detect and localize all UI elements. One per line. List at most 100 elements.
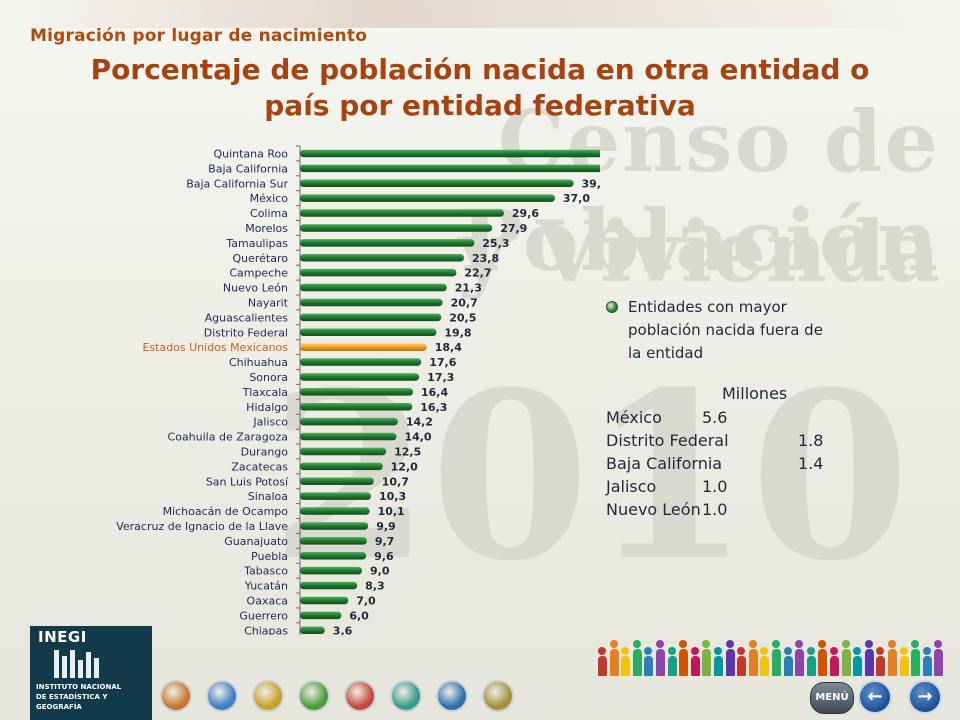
person-figure-icon (818, 640, 828, 676)
category-label: Campeche (229, 267, 288, 280)
category-label: Estados Unidos Mexicanos (142, 341, 288, 354)
person-figure-icon (632, 640, 642, 676)
value-label: 9,7 (375, 535, 395, 548)
people-decoration (598, 634, 948, 676)
menu-button[interactable]: MENÚ (810, 682, 854, 714)
category-label: Distrito Federal (204, 326, 288, 339)
person-figure-icon (911, 640, 921, 676)
bar (300, 626, 325, 634)
entity-value: 1.0 (702, 477, 728, 496)
bar (300, 239, 475, 247)
category-label: Quintana Roo (213, 147, 288, 160)
category-label: Zacatecas (231, 460, 288, 473)
value-label: 12,5 (394, 445, 421, 458)
value-label: 22,7 (464, 267, 491, 280)
migration-icon[interactable] (436, 680, 468, 712)
category-label: Sinaloa (248, 490, 288, 503)
value-label: 16,3 (420, 401, 447, 414)
person-figure-icon (830, 647, 839, 676)
value-label: 12,0 (391, 460, 418, 473)
institute-line1: INSTITUTO NACIONAL (36, 683, 122, 691)
value-label: 10,1 (378, 505, 405, 518)
entity-name: Baja California (606, 454, 723, 473)
category-label: Nayarit (248, 296, 289, 309)
person-figure-icon (714, 647, 723, 676)
bar (300, 552, 367, 560)
person-figure-icon (934, 640, 944, 676)
person-figure-icon (772, 640, 781, 676)
education-icon[interactable] (206, 680, 238, 712)
value-label: 39,7 (581, 177, 600, 190)
person-figure-icon (864, 640, 874, 676)
entity-value: 1.0 (702, 500, 728, 519)
value-label: 10,3 (379, 490, 406, 503)
value-label: 20,7 (451, 296, 478, 309)
value-label: 25,3 (482, 237, 509, 250)
bar (300, 537, 367, 545)
value-label: 10,7 (382, 475, 409, 488)
person-figure-icon (702, 640, 712, 676)
person-figure-icon (667, 647, 677, 676)
prev-arrow-icon[interactable]: ← (858, 680, 892, 714)
entity-value: 1.8 (798, 431, 824, 450)
category-label: Michoacán de Ocampo (163, 505, 289, 518)
category-label: Morelos (245, 222, 288, 235)
category-label: Chiapas (244, 624, 288, 635)
value-label: 9,6 (374, 550, 394, 563)
person-figure-icon (598, 647, 607, 676)
person-figure-icon (609, 640, 619, 676)
bar (300, 268, 457, 277)
entity-value: 1.4 (798, 454, 824, 473)
bullet-icon (606, 301, 618, 313)
category-label: Colima (250, 207, 288, 220)
households-icon[interactable] (390, 680, 422, 712)
maps-icon[interactable] (482, 680, 514, 712)
navigation-bar: MENÚ ← → (160, 676, 950, 720)
category-label: Yucatán (244, 580, 288, 593)
bar (300, 492, 371, 500)
person-figure-icon (644, 647, 654, 676)
category-label: México (250, 192, 289, 205)
next-arrow-icon[interactable]: → (908, 680, 942, 714)
entity-name: Jalisco (606, 477, 657, 496)
institute-name: INSTITUTO NACIONAL DE ESTADÍSTICA Y GEOG… (36, 682, 152, 712)
bar (300, 209, 504, 217)
bar (300, 522, 369, 530)
section-label: Migración por lugar de nacimiento (30, 26, 368, 46)
bar (300, 417, 398, 426)
value-label: 27,9 (500, 222, 527, 235)
value-label: 7,0 (356, 594, 376, 607)
category-label: Veracruz de Ignacio de la Llave (116, 520, 288, 533)
person-figure-icon (690, 647, 700, 676)
category-label: Jalisco (252, 416, 288, 429)
page-title: Porcentaje de población nacida en otra e… (90, 53, 870, 122)
person-figure-icon (725, 640, 735, 676)
economy-icon[interactable] (252, 680, 284, 712)
bar (300, 179, 574, 187)
health-icon[interactable] (298, 680, 330, 712)
inegi-logo[interactable]: INEGI INSTITUTO NACIONAL DE ESTADÍSTICA … (30, 626, 152, 720)
value-label: 17,3 (427, 371, 454, 384)
person-figure-icon (841, 640, 851, 676)
category-label: Sonora (249, 371, 288, 384)
bar (300, 596, 349, 605)
person-figure-icon (783, 647, 793, 676)
value-label: 16,4 (421, 386, 448, 399)
note-text: Entidades con mayor población nacida fue… (628, 298, 823, 362)
bar-chart: Quintana Roo54,0Baja California45,1Baja … (116, 145, 600, 635)
value-label: 21,3 (455, 282, 482, 295)
category-label: Oaxaca (247, 594, 288, 607)
housing-icon[interactable] (344, 680, 376, 712)
bar (300, 566, 362, 575)
population-icon[interactable] (160, 680, 192, 712)
person-figure-icon (621, 647, 631, 676)
bar (300, 403, 413, 411)
person-figure-icon (853, 647, 863, 676)
bar (300, 298, 443, 307)
category-label: Coahuila de Zaragoza (168, 431, 288, 444)
bar (300, 462, 383, 471)
person-figure-icon (748, 640, 758, 676)
person-figure-icon (679, 640, 689, 676)
category-label: Tabasco (243, 565, 288, 578)
category-label: San Luis Potosí (206, 475, 289, 488)
